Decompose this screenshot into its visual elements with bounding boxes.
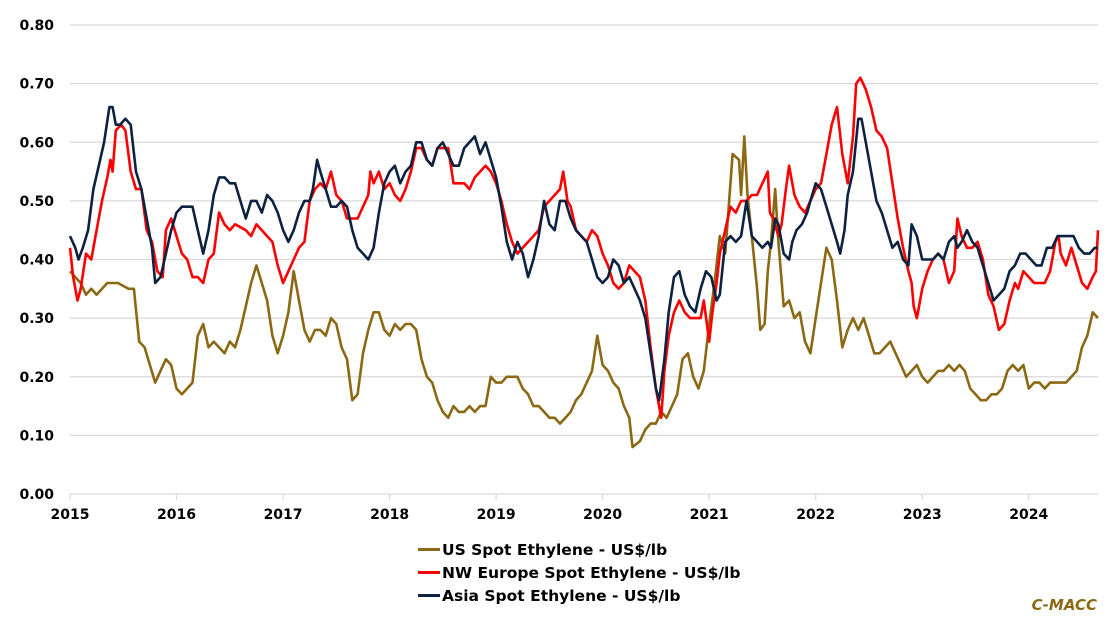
x-tick-label: 2020 [583, 507, 622, 523]
x-tick-label: 2021 [690, 507, 729, 523]
legend-swatch-us [418, 548, 440, 551]
legend-item-asia: Asia Spot Ethylene - US$/lb [418, 584, 740, 607]
x-tick-label: 2022 [796, 507, 835, 523]
legend: US Spot Ethylene - US$/lb NW Europe Spot… [418, 538, 740, 607]
y-tick-label: 0.80 [19, 18, 54, 34]
y-tick-label: 0.10 [19, 428, 54, 444]
y-tick-label: 0.70 [19, 77, 54, 93]
series-nw-europe-line [68, 76, 1100, 420]
series-us-line [69, 135, 1099, 449]
legend-swatch-nw-europe [418, 571, 440, 574]
x-tick-label: 2024 [1009, 507, 1048, 523]
legend-label-nw-europe: NW Europe Spot Ethylene - US$/lb [442, 563, 741, 582]
legend-label-us: US Spot Ethylene - US$/lb [442, 540, 668, 559]
x-tick-label: 2023 [903, 507, 942, 523]
series-layer [68, 76, 1100, 449]
y-tick-label: 0.50 [19, 194, 54, 210]
x-tick-label: 2017 [264, 507, 303, 523]
y-tick-label: 0.40 [19, 253, 54, 269]
y-tick-label: 0.00 [19, 487, 54, 503]
y-tick-label: 0.20 [19, 370, 54, 386]
x-tick-label: 2018 [370, 507, 409, 523]
x-axis: 2015 2016 2017 2018 2019 2020 2021 2022 2023 2024 [51, 494, 1048, 523]
legend-item-nw-europe: NW Europe Spot Ethylene - US$/lb [418, 561, 740, 584]
x-tick-label: 2016 [157, 507, 196, 523]
line-chart: 0.00 0.10 0.20 0.30 0.40 0.50 0.60 0.70 0.80 201… [19, 18, 1100, 523]
y-tick-label: 0.30 [19, 311, 54, 327]
legend-swatch-asia [418, 594, 440, 597]
x-tick-label: 2019 [477, 507, 516, 523]
legend-item-us: US Spot Ethylene - US$/lb [418, 538, 740, 561]
legend-label-asia: Asia Spot Ethylene - US$/lb [442, 586, 681, 605]
y-axis: 0.00 0.10 0.20 0.30 0.40 0.50 0.60 0.70 0.80 [19, 18, 54, 503]
source-watermark: C-MACC [1031, 596, 1097, 614]
x-tick-label: 2015 [51, 507, 90, 523]
series-asia-line [68, 105, 1098, 402]
y-tick-label: 0.60 [19, 135, 54, 151]
